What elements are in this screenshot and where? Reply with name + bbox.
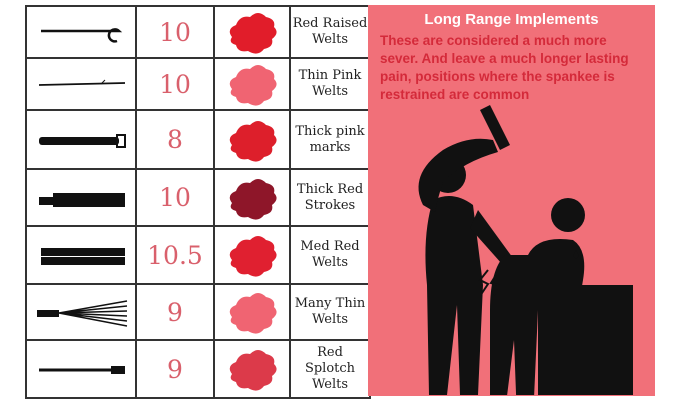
spanking-illustration-icon [418, 105, 633, 395]
implements-table: 10 Red Raised Welts 10 Thin Pink Welts 8… [25, 5, 371, 399]
severity-score: 9 [135, 283, 215, 341]
table-row: 8 Thick pink marks [25, 109, 371, 170]
mark-splotch-icon [229, 120, 277, 162]
severity-score: 10 [135, 168, 215, 227]
table-row: 10.5 Med Red Welts [25, 225, 371, 285]
mark-swatch [213, 57, 291, 111]
table-row: 9 Many Thin Welts [25, 283, 371, 341]
severity-score: 10 [135, 5, 215, 59]
long-range-panel: Long Range Implements These are consider… [368, 5, 655, 396]
table-row: 10 Thin Pink Welts [25, 57, 371, 111]
strap-icon [39, 192, 125, 207]
mark-swatch [213, 283, 291, 341]
flogger-icon [37, 300, 128, 327]
belt-icon [39, 133, 126, 148]
mark-splotch-icon [229, 350, 277, 391]
tawse-icon [41, 248, 125, 265]
mark-splotch-icon [229, 293, 277, 334]
mark-swatch [213, 225, 291, 285]
switch-icon [38, 79, 126, 86]
mark-description: Med Red Welts [289, 225, 371, 285]
panel-text: These are considered a much more sever. … [380, 33, 629, 102]
implement-cell [25, 168, 137, 227]
mark-description: Thick pink marks [289, 109, 371, 170]
mark-splotch-icon [229, 13, 277, 54]
mark-description: Red Splotch Welts [289, 339, 371, 399]
severity-score: 8 [135, 109, 215, 170]
mark-splotch-icon [229, 65, 277, 106]
mark-splotch-icon [229, 178, 277, 220]
implement-cell [25, 225, 137, 285]
panel-title: Long Range Implements [424, 11, 599, 28]
severity-score: 9 [135, 339, 215, 399]
implement-cell [25, 57, 137, 111]
table-row: 10 Thick Red Strokes [25, 168, 371, 227]
cane-icon [41, 28, 123, 43]
implement-cell [25, 339, 137, 399]
mark-description: Red Raised Welts [289, 5, 371, 59]
implement-cell [25, 109, 137, 170]
severity-score: 10 [135, 57, 215, 111]
mark-description: Thick Red Strokes [289, 168, 371, 227]
table-row: 10 Red Raised Welts [25, 5, 371, 59]
mark-description: Many Thin Welts [289, 283, 371, 341]
mark-swatch [213, 5, 291, 59]
mark-swatch [213, 339, 291, 399]
implement-cell [25, 283, 137, 341]
mark-description: Thin Pink Welts [289, 57, 371, 111]
mark-swatch [213, 168, 291, 227]
table-row: 9 Red Splotch Welts [25, 339, 371, 399]
mark-swatch [213, 109, 291, 170]
implement-cell [25, 5, 137, 59]
severity-score: 10.5 [135, 225, 215, 285]
mark-splotch-icon [229, 236, 277, 277]
crop-icon [39, 366, 125, 374]
